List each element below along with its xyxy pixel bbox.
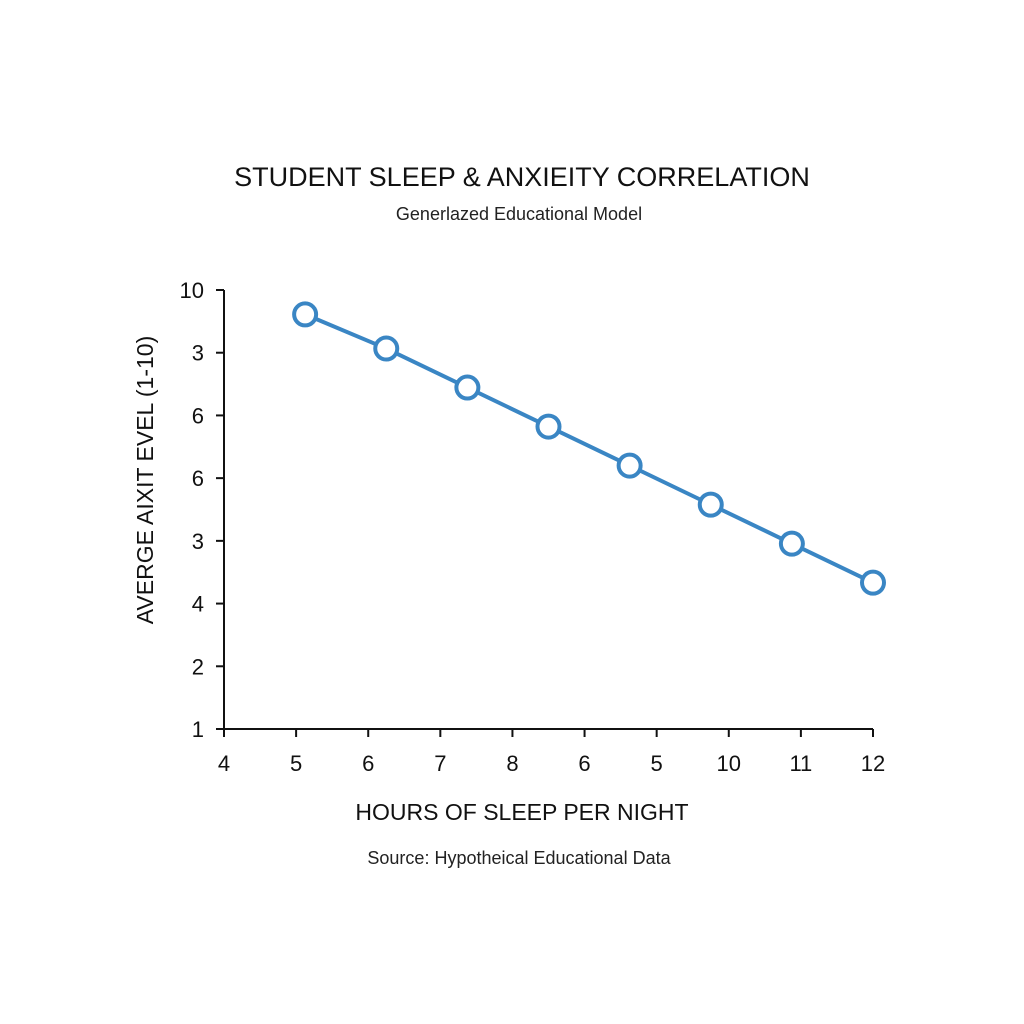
y-tick-label: 3 bbox=[192, 529, 204, 554]
chart-title: STUDENT SLEEP & ANXIEITY CORRELATION bbox=[234, 162, 810, 192]
chart-subtitle: Generlazed Educational Model bbox=[396, 204, 642, 224]
y-axis-label: AVERGE AIXIT EVEL (1-10) bbox=[132, 336, 158, 624]
y-tick-label: 2 bbox=[192, 654, 204, 679]
source-note: Source: Hypotheical Educational Data bbox=[367, 848, 671, 868]
y-tick-label: 6 bbox=[192, 403, 204, 428]
x-tick-label: 6 bbox=[578, 751, 590, 776]
data-point bbox=[616, 452, 643, 479]
data-point bbox=[778, 530, 805, 557]
y-tick-label: 3 bbox=[192, 341, 204, 366]
y-tick-label: 6 bbox=[192, 466, 204, 491]
x-tick-label: 12 bbox=[861, 751, 885, 776]
x-axis-label: HOURS OF SLEEP PER NIGHT bbox=[355, 799, 688, 825]
x-tick-label: 4 bbox=[218, 751, 230, 776]
data-point bbox=[373, 335, 400, 362]
x-tick-label: 7 bbox=[434, 751, 446, 776]
data-point bbox=[454, 374, 481, 401]
data-point bbox=[535, 413, 562, 440]
x-tick-label: 11 bbox=[789, 751, 812, 776]
data-point bbox=[860, 569, 886, 596]
data-point bbox=[292, 301, 319, 328]
x-tick-label: 8 bbox=[506, 751, 518, 776]
y-tick-label: 1 bbox=[192, 717, 204, 742]
y-tick-label: 4 bbox=[192, 592, 204, 617]
y-tick-label: 10 bbox=[180, 278, 204, 303]
x-tick-label: 5 bbox=[651, 751, 663, 776]
data-point bbox=[697, 491, 724, 518]
x-tick-label: 5 bbox=[290, 751, 302, 776]
x-tick-label: 10 bbox=[717, 751, 741, 776]
series-line bbox=[303, 312, 875, 585]
series-layer bbox=[292, 301, 886, 596]
x-tick-label: 6 bbox=[362, 751, 374, 776]
